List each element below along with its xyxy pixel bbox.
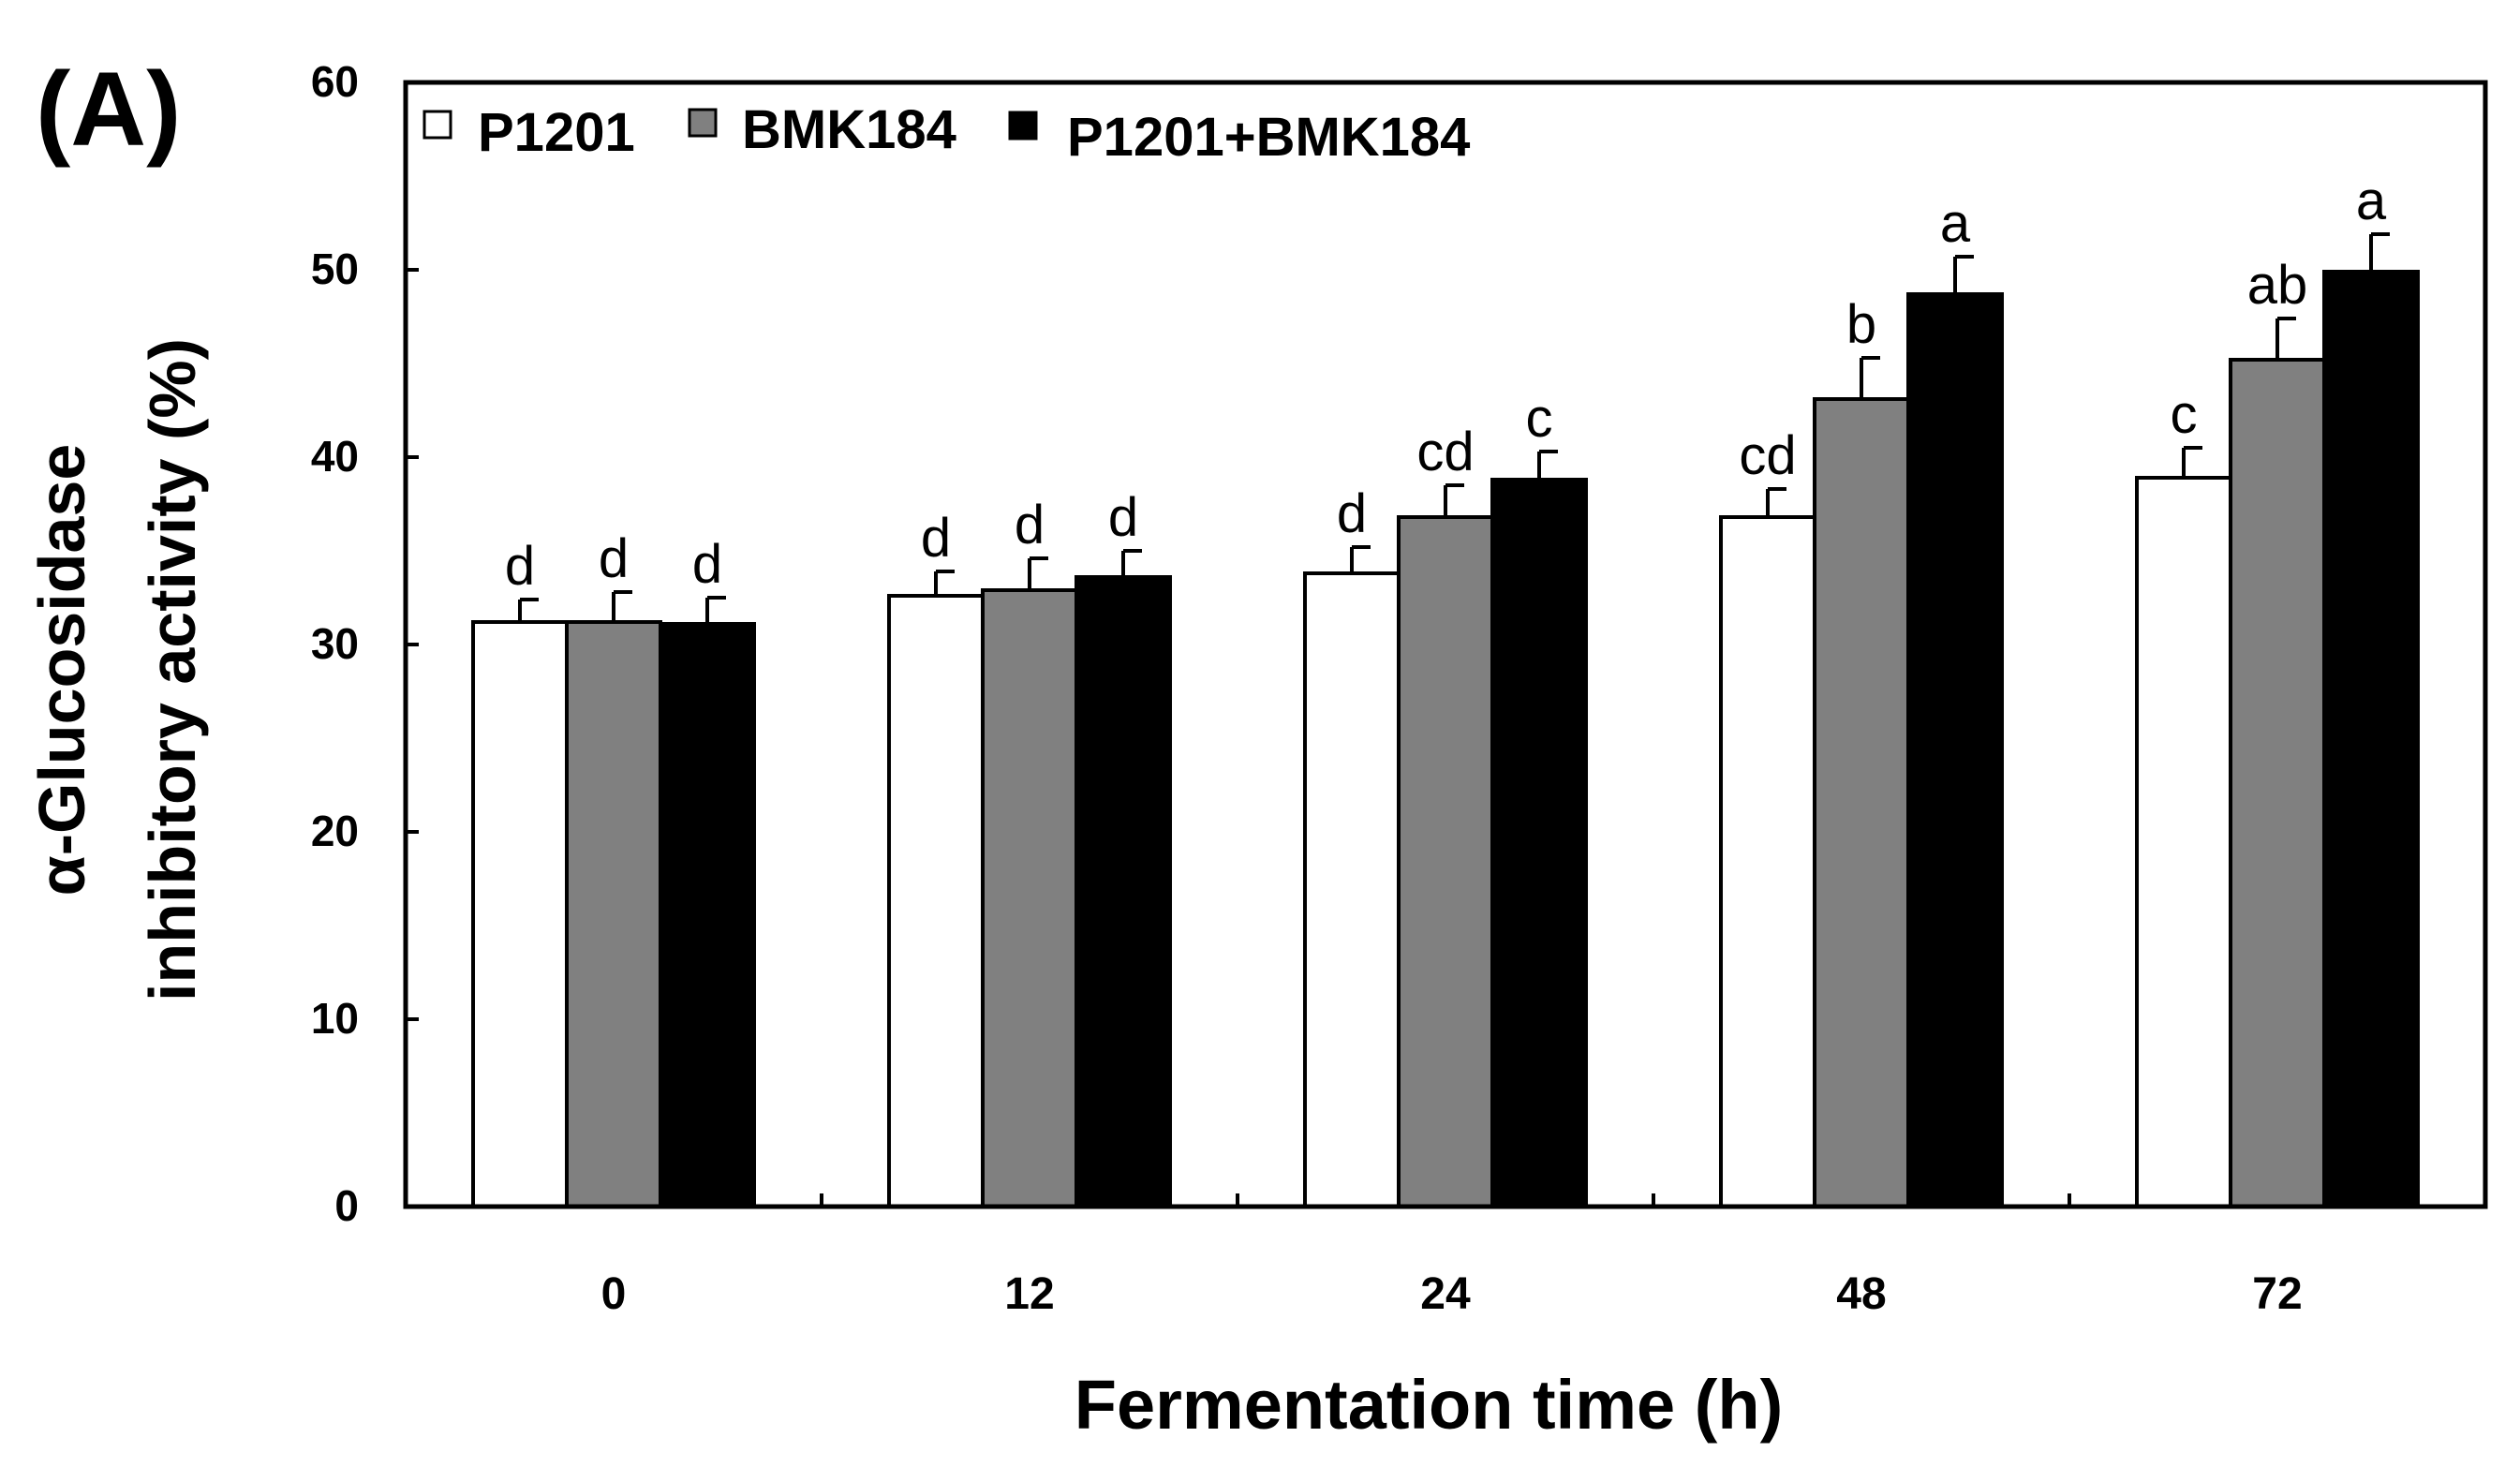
legend-label-p1201: P1201 [478,102,635,163]
x-axis-label: Fermentation time (h) [1075,1366,1783,1444]
error-bars [518,232,2390,624]
legend-swatch-bmk184 [688,108,718,138]
y-tick-label: 50 [311,244,359,293]
significance-letter: a [1940,193,1971,254]
bar-p1201-24h [1303,571,1401,1208]
significance-letter: a [2356,170,2387,231]
x-tick-label: 72 [2252,1269,2302,1319]
y-tick-label: 10 [311,994,359,1043]
significance-letter: ab [2247,255,2308,316]
legend-label-p1201-bmk184: P1201+BMK184 [1067,107,1470,168]
bar-p1201-bmk184-12h [1075,575,1172,1208]
y-axis-label-line-1: α-Glucosidase [25,444,98,896]
significance-letter: d [692,534,722,595]
legend-swatch-p1201 [422,110,452,140]
y-tick-label: 60 [311,57,359,106]
bar-p1201-12h [887,594,985,1208]
bar-p1201-bmk184-72h [2322,270,2420,1208]
x-tick-label: 48 [1836,1269,1886,1319]
y-tick-label: 20 [311,807,359,855]
bar-bmk184-24h [1397,515,1494,1208]
y-axis-label-line-2: inhibitory activity (%) [136,338,209,1001]
significance-letter: c [2171,384,2198,445]
bar-p1201-0h [471,620,569,1208]
significance-letter: c [1526,388,1553,449]
significance-letter: cd [1416,422,1474,482]
x-tick-label: 0 [601,1269,627,1319]
significance-letter: d [921,508,951,569]
x-tick-label: 12 [1004,1269,1054,1319]
x-tick-label: 24 [1420,1269,1471,1319]
bar-bmk184-0h [565,620,662,1208]
bar-p1201-72h [2135,476,2232,1208]
significance-letter: d [1015,495,1045,556]
bar-bmk184-72h [2229,358,2326,1208]
legend: P1201 BMK184 P1201+BMK184 [422,99,1470,168]
bar-p1201-48h [1719,515,1816,1208]
significance-letter: d [505,536,535,597]
significance-letter: d [1108,487,1138,548]
x-axis-ticks: 0 12 24 48 72 [601,1193,2303,1319]
y-tick-label: 30 [311,619,359,668]
bar-p1201-bmk184-24h [1490,478,1588,1208]
significance-letter: b [1846,294,1876,355]
legend-label-bmk184: BMK184 [742,99,956,160]
panel-label: (A) [36,51,181,168]
legend-swatch-p1201-bmk184 [1008,111,1038,141]
y-axis-label: α-Glucosidase inhibitory activity (%) [25,338,209,1001]
plot-frame [403,80,2488,1209]
bar-p1201-bmk184-0h [659,622,756,1208]
bar-bmk184-48h [1813,397,1910,1208]
significance-letter: cd [1739,425,1796,486]
y-tick-label: 40 [311,432,359,481]
bar-series [471,270,2420,1208]
bar-p1201-bmk184-48h [1906,292,2004,1208]
bar-bmk184-12h [981,588,1078,1208]
significance-letter: d [599,528,629,589]
y-axis-ticks: 0 10 20 30 40 50 60 [311,57,419,1230]
y-tick-label: 0 [334,1181,359,1230]
significance-letter: d [1337,483,1367,544]
